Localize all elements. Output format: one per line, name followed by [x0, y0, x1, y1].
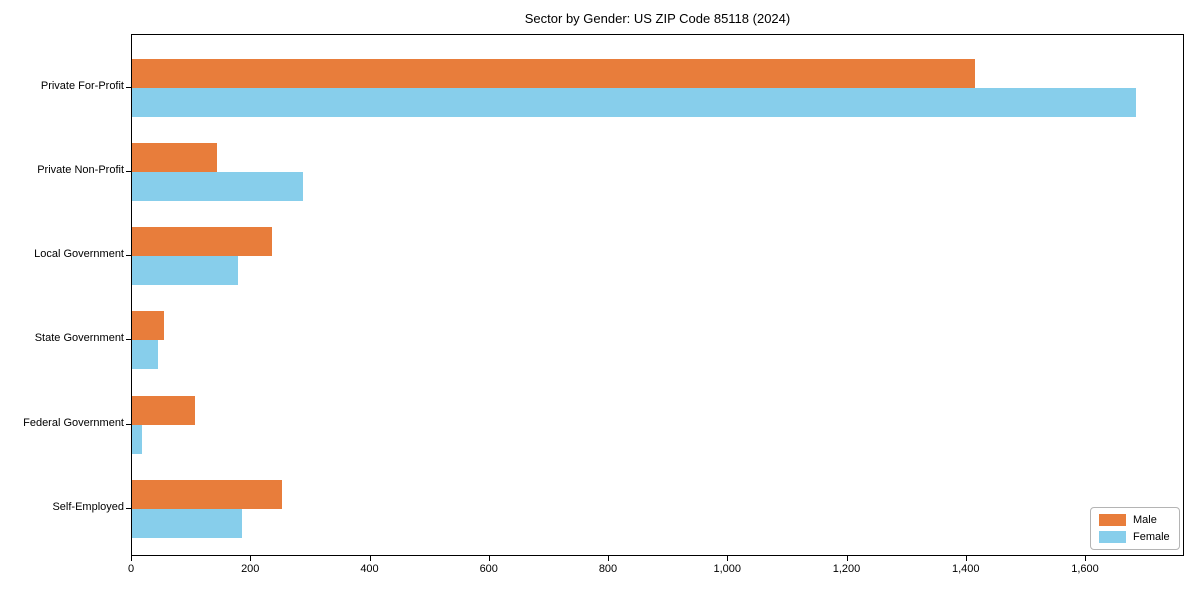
y-tick-mark: [126, 507, 131, 509]
x-tick-mark: [846, 556, 848, 561]
x-tick-label: 600: [479, 563, 498, 575]
plot-area: [131, 34, 1184, 556]
bar-male: [132, 59, 976, 88]
x-tick-label: 800: [598, 563, 618, 575]
bar-female: [132, 256, 238, 286]
x-tick-label: 1,400: [952, 563, 980, 575]
x-tick-mark: [1085, 556, 1087, 561]
bar-male: [132, 227, 273, 257]
x-tick-label: 1,000: [713, 563, 742, 575]
x-tick-label: 0: [127, 563, 135, 575]
y-axis-label: State Government: [34, 332, 124, 345]
bar-male: [132, 479, 282, 509]
x-tick-mark: [965, 556, 967, 561]
x-tick-mark: [608, 556, 609, 561]
y-axis-label: Self-Employed: [52, 500, 124, 513]
x-tick-label: 1,200: [832, 563, 861, 575]
x-tick-mark: [131, 556, 132, 561]
legend-label: Female: [1133, 531, 1170, 543]
bar-female: [132, 172, 303, 202]
y-tick-mark: [126, 339, 131, 341]
legend-item: Male: [1099, 514, 1171, 526]
x-tick-mark: [369, 556, 371, 561]
x-tick-label: 400: [360, 563, 379, 575]
y-tick-mark: [126, 255, 131, 257]
legend-swatch-male: [1099, 514, 1126, 526]
bar-female: [132, 508, 242, 538]
y-tick-mark: [126, 87, 131, 88]
x-tick-mark: [727, 556, 729, 561]
bar-male: [132, 143, 217, 173]
bar-male: [132, 395, 196, 425]
x-tick-mark: [250, 556, 252, 561]
y-axis-label: Private For-Profit: [40, 80, 124, 92]
x-tick-label: 200: [241, 563, 260, 575]
legend-label: Male: [1133, 514, 1157, 526]
chart-title: Sector by Gender: US ZIP Code 85118 (202…: [524, 11, 791, 26]
bar-female: [132, 88, 1137, 117]
x-tick-mark: [488, 556, 490, 561]
legend: Male Female: [1090, 507, 1180, 550]
bar-male: [132, 311, 164, 341]
legend-swatch-female: [1099, 531, 1126, 543]
y-tick-mark: [126, 423, 131, 425]
bar-female: [132, 340, 159, 370]
legend-item: Female: [1099, 531, 1171, 543]
y-axis-label: Local Government: [34, 248, 124, 261]
y-axis-label: Private Non-Profit: [37, 164, 124, 177]
x-tick-label: 1,600: [1071, 563, 1099, 575]
bar-female: [132, 424, 143, 454]
y-axis-label: Federal Government: [23, 416, 124, 429]
y-tick-mark: [126, 171, 131, 173]
